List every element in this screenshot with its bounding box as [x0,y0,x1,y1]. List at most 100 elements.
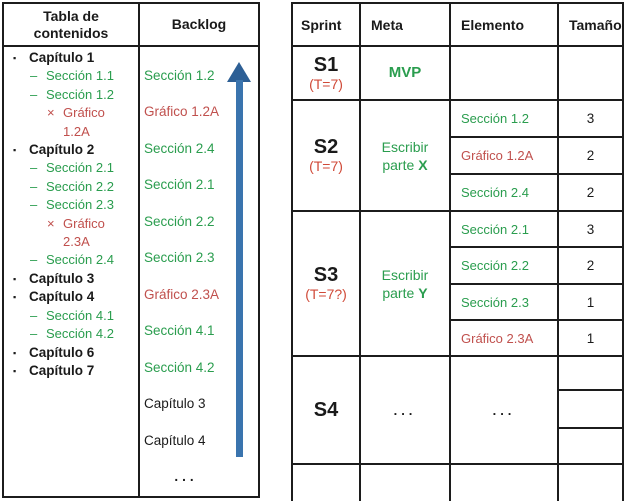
s1-label: S1 [313,53,339,76]
section-marker-icon: – [30,197,38,213]
toc-header: Tabla de contenidos [4,4,138,45]
graphic-marker-icon: × [47,215,55,231]
arrow-head [227,62,251,82]
cell-s2-size-1: 2 [559,138,622,173]
toc-item: ▪ Capítulo 3 [4,270,138,288]
toc-backlog-panel: Tabla de contenidos Backlog ▪ Capítulo 1 –… [2,2,260,498]
section-marker-icon: – [30,68,38,84]
backlog-item: Sección 2.3 [144,250,215,266]
cell-s1-id: S1 (T=7) [293,47,359,99]
toc-item: ▪ Capítulo 1 [4,49,138,67]
cell-s4-size-empty-1 [559,391,622,427]
toc-item-label: Capítulo 1 [29,50,95,65]
toc-item-label: Sección 4.1 [46,307,114,323]
cell-bottom-meta-empty [361,465,449,501]
toc-item: – Sección 1.1 [4,67,138,85]
cell-s3-meta: Escribir parte Y [361,212,449,355]
graphic-marker-icon: × [47,105,55,121]
s1-meta-label: MVP [388,64,422,81]
cell-s1-tamano-empty [559,47,622,99]
chapter-marker-icon: ▪ [13,53,17,63]
cell-s4-size-empty-0 [559,357,622,389]
toc-item: – Sección 2.1 [4,159,138,177]
backlog-item: Capítulo 3 [144,396,206,412]
toc-item-label: Sección 1.2 [46,86,114,102]
s3-time: (T=7?) [305,286,347,302]
cell-s3-item-0: Sección 2.1 [451,212,557,246]
chapter-marker-icon: ▪ [13,347,17,358]
backlog-item: Sección 1.2 [144,67,215,83]
cell-s2-id: S2 (T=7) [293,101,359,210]
toc-item: ▪ Capítulo 4 [4,288,138,306]
backlog-item: Gráfico 2.3A [144,286,220,302]
cell-bottom-sprint-empty [293,465,359,501]
toc-item-label: Gráfico 1.2A [63,105,105,139]
toc-item-label: Sección 2.4 [46,252,114,268]
toc-item-label: Sección 4.2 [46,326,114,342]
toc-item: ▪ Capítulo 7 [4,362,138,380]
toc-title-line2: contenidos [33,24,109,41]
backlog-item: Sección 2.4 [144,140,215,156]
toc-item-label: Capítulo 7 [29,362,95,378]
backlog-item: Sección 4.2 [144,359,215,375]
cell-s2-item-0: Sección 1.2 [451,101,557,136]
s4-label: S4 [313,399,339,421]
backlog-item: Gráfico 1.2A [144,104,220,120]
toc-item: – Sección 4.2 [4,325,138,343]
header-meta: Meta [361,4,449,45]
sprint-table: Sprint Meta Elemento Tamaño S1 (T=7) MVP… [291,2,624,501]
toc-item-label: Capítulo 6 [29,344,95,360]
s3-meta-line1: Escribir [381,266,429,283]
s3-meta-bold: Y [418,284,428,301]
header-elemento: Elemento [451,4,557,45]
toc-item: – Sección 1.2 [4,86,138,104]
toc-item-label: Sección 1.1 [46,68,114,84]
section-marker-icon: – [30,326,38,342]
toc-item: – Sección 2.2 [4,178,138,196]
chapter-marker-icon: ▪ [13,145,17,156]
s1-time: (T=7) [309,75,343,92]
s2-time: (T=7) [309,158,343,174]
toc-item: – Sección 4.1 [4,307,138,325]
s2-label: S2 [313,136,339,158]
cell-s3-size-3: 1 [559,321,622,355]
cell-s3-item-1: Sección 2.2 [451,248,557,283]
backlog-title: Backlog [171,16,227,32]
toc-item-label: Capítulo 3 [29,270,95,286]
cell-s2-meta: Escribir parte X [361,101,449,210]
s2-meta-bold: X [418,156,428,173]
cell-s4-elemento-dots: ... [451,357,557,463]
section-marker-icon: – [30,307,38,323]
cell-s2-item-2: Sección 2.4 [451,175,557,210]
backlog-item: Sección 2.1 [144,177,215,193]
section-marker-icon: – [30,252,38,268]
backlog-item: Sección 2.2 [144,213,215,229]
chapter-marker-icon: ▪ [13,292,17,303]
cell-s3-id: S3 (T=7?) [293,212,359,355]
s2-meta-line2: parte X [382,156,428,173]
toc-item: ▪ Capítulo 6 [4,344,138,362]
backlog-item: ... [174,469,198,485]
cell-s3-size-1: 2 [559,248,622,283]
toc-item-label: Gráfico 2.3A [63,215,105,250]
cell-bottom-tamano-empty [559,465,622,501]
section-marker-icon: – [30,86,38,102]
backlog-list: Sección 1.2 Gráfico 1.2A Sección 2.4 Secció… [140,47,258,496]
toc-item-label: Sección 2.2 [46,178,114,194]
backlog-header: Backlog [140,4,258,45]
cell-s4-id: S4 [293,357,359,463]
cell-s2-size-2: 2 [559,175,622,210]
cell-s4-size-empty-2 [559,429,622,463]
section-marker-icon: – [30,160,38,176]
toc-item: ▪ Capítulo 2 [4,141,138,159]
s3-label: S3 [313,264,339,286]
chapter-marker-icon: ▪ [13,365,17,376]
toc-item-label: Sección 2.3 [46,197,114,213]
cell-s2-item-1: Gráfico 1.2A [451,138,557,173]
cell-s3-item-2: Sección 2.3 [451,285,557,319]
s3-meta-line2: parte Y [382,284,428,301]
toc-item: – Sección 2.4 [4,251,138,269]
toc-item: – Sección 2.3 [4,196,138,214]
backlog-item: Sección 4.1 [144,323,215,339]
cell-s3-item-3: Gráfico 2.3A [451,321,557,355]
